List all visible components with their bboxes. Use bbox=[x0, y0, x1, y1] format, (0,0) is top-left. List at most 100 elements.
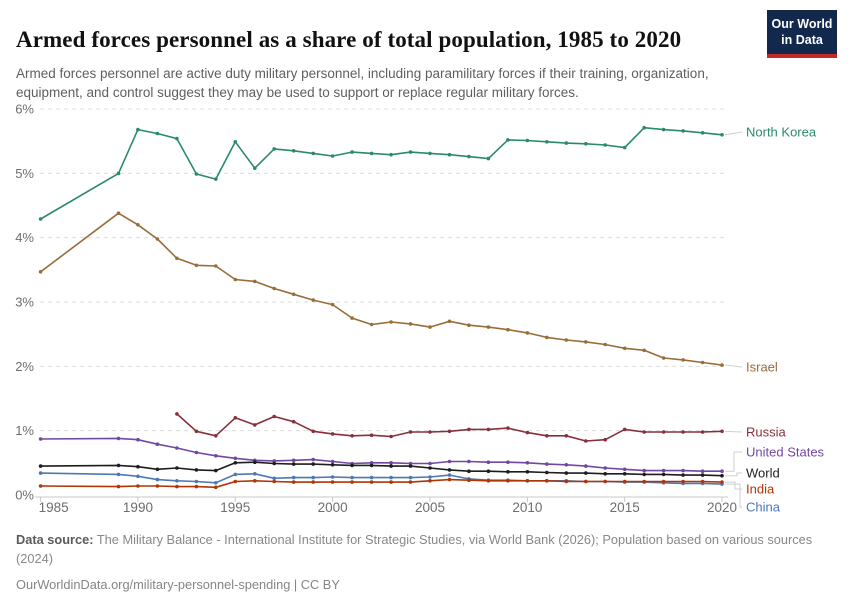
data-point[interactable] bbox=[545, 470, 549, 475]
data-point[interactable] bbox=[311, 429, 316, 434]
data-point[interactable] bbox=[545, 479, 549, 483]
data-point[interactable] bbox=[369, 433, 374, 438]
data-point[interactable] bbox=[350, 316, 354, 320]
data-point[interactable] bbox=[136, 437, 140, 442]
data-point[interactable] bbox=[506, 327, 510, 332]
data-point[interactable] bbox=[38, 437, 43, 441]
data-point[interactable] bbox=[272, 147, 277, 151]
data-point[interactable] bbox=[622, 479, 627, 484]
data-point[interactable] bbox=[214, 468, 218, 473]
data-point[interactable] bbox=[291, 149, 296, 153]
data-point[interactable] bbox=[584, 340, 588, 344]
data-point[interactable] bbox=[253, 460, 257, 465]
data-point[interactable] bbox=[136, 127, 140, 132]
data-point[interactable] bbox=[681, 358, 685, 362]
data-point[interactable] bbox=[642, 430, 646, 434]
data-point[interactable] bbox=[369, 151, 374, 156]
data-point[interactable] bbox=[447, 468, 452, 472]
data-point[interactable] bbox=[700, 473, 705, 477]
data-point[interactable] bbox=[564, 338, 569, 342]
data-point[interactable] bbox=[700, 360, 705, 365]
data-point[interactable] bbox=[233, 140, 238, 144]
data-point[interactable] bbox=[214, 485, 218, 490]
data-point[interactable] bbox=[642, 348, 646, 353]
data-point[interactable] bbox=[233, 277, 238, 282]
data-point[interactable] bbox=[700, 479, 705, 484]
data-point[interactable] bbox=[175, 136, 179, 141]
data-point[interactable] bbox=[155, 442, 160, 447]
data-point[interactable] bbox=[175, 446, 179, 450]
data-point[interactable] bbox=[603, 143, 607, 147]
data-point[interactable] bbox=[155, 467, 160, 472]
data-point[interactable] bbox=[214, 454, 218, 458]
data-point[interactable] bbox=[233, 416, 238, 420]
data-point[interactable] bbox=[233, 472, 238, 477]
data-point[interactable] bbox=[330, 475, 335, 479]
data-point[interactable] bbox=[622, 427, 627, 432]
data-point[interactable] bbox=[311, 298, 316, 302]
data-point[interactable] bbox=[253, 472, 257, 476]
data-point[interactable] bbox=[214, 264, 218, 268]
series-israel[interactable]: Israel bbox=[38, 211, 778, 375]
data-point[interactable] bbox=[330, 302, 335, 307]
data-point[interactable] bbox=[467, 459, 471, 464]
data-point[interactable] bbox=[545, 140, 549, 144]
data-point[interactable] bbox=[584, 142, 588, 146]
data-point[interactable] bbox=[525, 479, 530, 483]
data-point[interactable] bbox=[369, 480, 374, 484]
data-point[interactable] bbox=[369, 461, 374, 465]
data-point[interactable] bbox=[447, 319, 452, 324]
series-line-russia[interactable] bbox=[176, 413, 723, 442]
data-point[interactable] bbox=[622, 346, 627, 351]
data-point[interactable] bbox=[389, 461, 393, 465]
data-point[interactable] bbox=[486, 469, 491, 474]
data-point[interactable] bbox=[447, 473, 452, 477]
data-point[interactable] bbox=[486, 325, 491, 329]
data-point[interactable] bbox=[428, 475, 432, 479]
data-point[interactable] bbox=[642, 479, 646, 484]
series-line-india[interactable] bbox=[40, 478, 723, 489]
data-point[interactable] bbox=[622, 145, 627, 150]
data-point[interactable] bbox=[525, 331, 530, 335]
data-point[interactable] bbox=[700, 469, 705, 474]
data-point[interactable] bbox=[350, 480, 354, 484]
series-label-india[interactable]: India bbox=[746, 482, 775, 497]
data-point[interactable] bbox=[486, 460, 491, 465]
data-point[interactable] bbox=[545, 335, 549, 340]
data-point[interactable] bbox=[467, 469, 471, 474]
series-label-united-states[interactable]: United States bbox=[746, 445, 825, 460]
data-point[interactable] bbox=[291, 475, 296, 480]
data-point[interactable] bbox=[525, 138, 530, 143]
data-point[interactable] bbox=[350, 475, 354, 480]
data-point[interactable] bbox=[408, 480, 413, 484]
data-point[interactable] bbox=[253, 423, 257, 427]
data-point[interactable] bbox=[428, 466, 432, 470]
data-point[interactable] bbox=[116, 472, 121, 477]
data-point[interactable] bbox=[408, 150, 413, 154]
data-point[interactable] bbox=[330, 154, 335, 158]
series-north-korea[interactable]: North Korea bbox=[38, 125, 817, 221]
data-point[interactable] bbox=[408, 475, 413, 480]
series-united-states[interactable]: United States bbox=[38, 436, 825, 474]
data-point[interactable] bbox=[564, 471, 569, 475]
data-point[interactable] bbox=[175, 412, 179, 416]
data-point[interactable] bbox=[389, 475, 393, 480]
data-point[interactable] bbox=[311, 475, 316, 480]
data-point[interactable] bbox=[428, 479, 432, 483]
data-point[interactable] bbox=[428, 430, 432, 434]
data-point[interactable] bbox=[700, 430, 705, 434]
data-point[interactable] bbox=[447, 459, 452, 464]
data-point[interactable] bbox=[330, 432, 335, 436]
data-point[interactable] bbox=[389, 480, 393, 484]
data-point[interactable] bbox=[603, 437, 607, 442]
data-point[interactable] bbox=[136, 474, 140, 479]
series-russia[interactable]: Russia bbox=[175, 412, 787, 443]
data-point[interactable] bbox=[603, 472, 607, 476]
data-point[interactable] bbox=[720, 480, 724, 484]
series-label-world[interactable]: World bbox=[746, 466, 780, 481]
data-point[interactable] bbox=[233, 456, 238, 461]
data-point[interactable] bbox=[291, 480, 296, 484]
data-point[interactable] bbox=[175, 484, 179, 489]
series-line-israel[interactable] bbox=[40, 212, 723, 366]
data-point[interactable] bbox=[389, 320, 393, 324]
